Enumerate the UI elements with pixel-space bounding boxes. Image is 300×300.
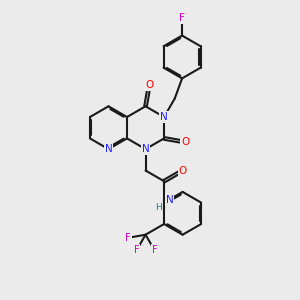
Text: O: O <box>145 80 153 90</box>
Text: F: F <box>152 245 157 255</box>
Text: F: F <box>179 13 185 23</box>
Text: N: N <box>142 144 149 154</box>
Text: O: O <box>178 166 187 176</box>
Text: H: H <box>155 203 161 212</box>
Text: N: N <box>105 144 112 154</box>
Text: N: N <box>166 195 173 205</box>
Text: F: F <box>125 233 131 243</box>
Text: O: O <box>181 137 189 147</box>
Text: N: N <box>160 112 168 122</box>
Text: F: F <box>134 245 140 255</box>
